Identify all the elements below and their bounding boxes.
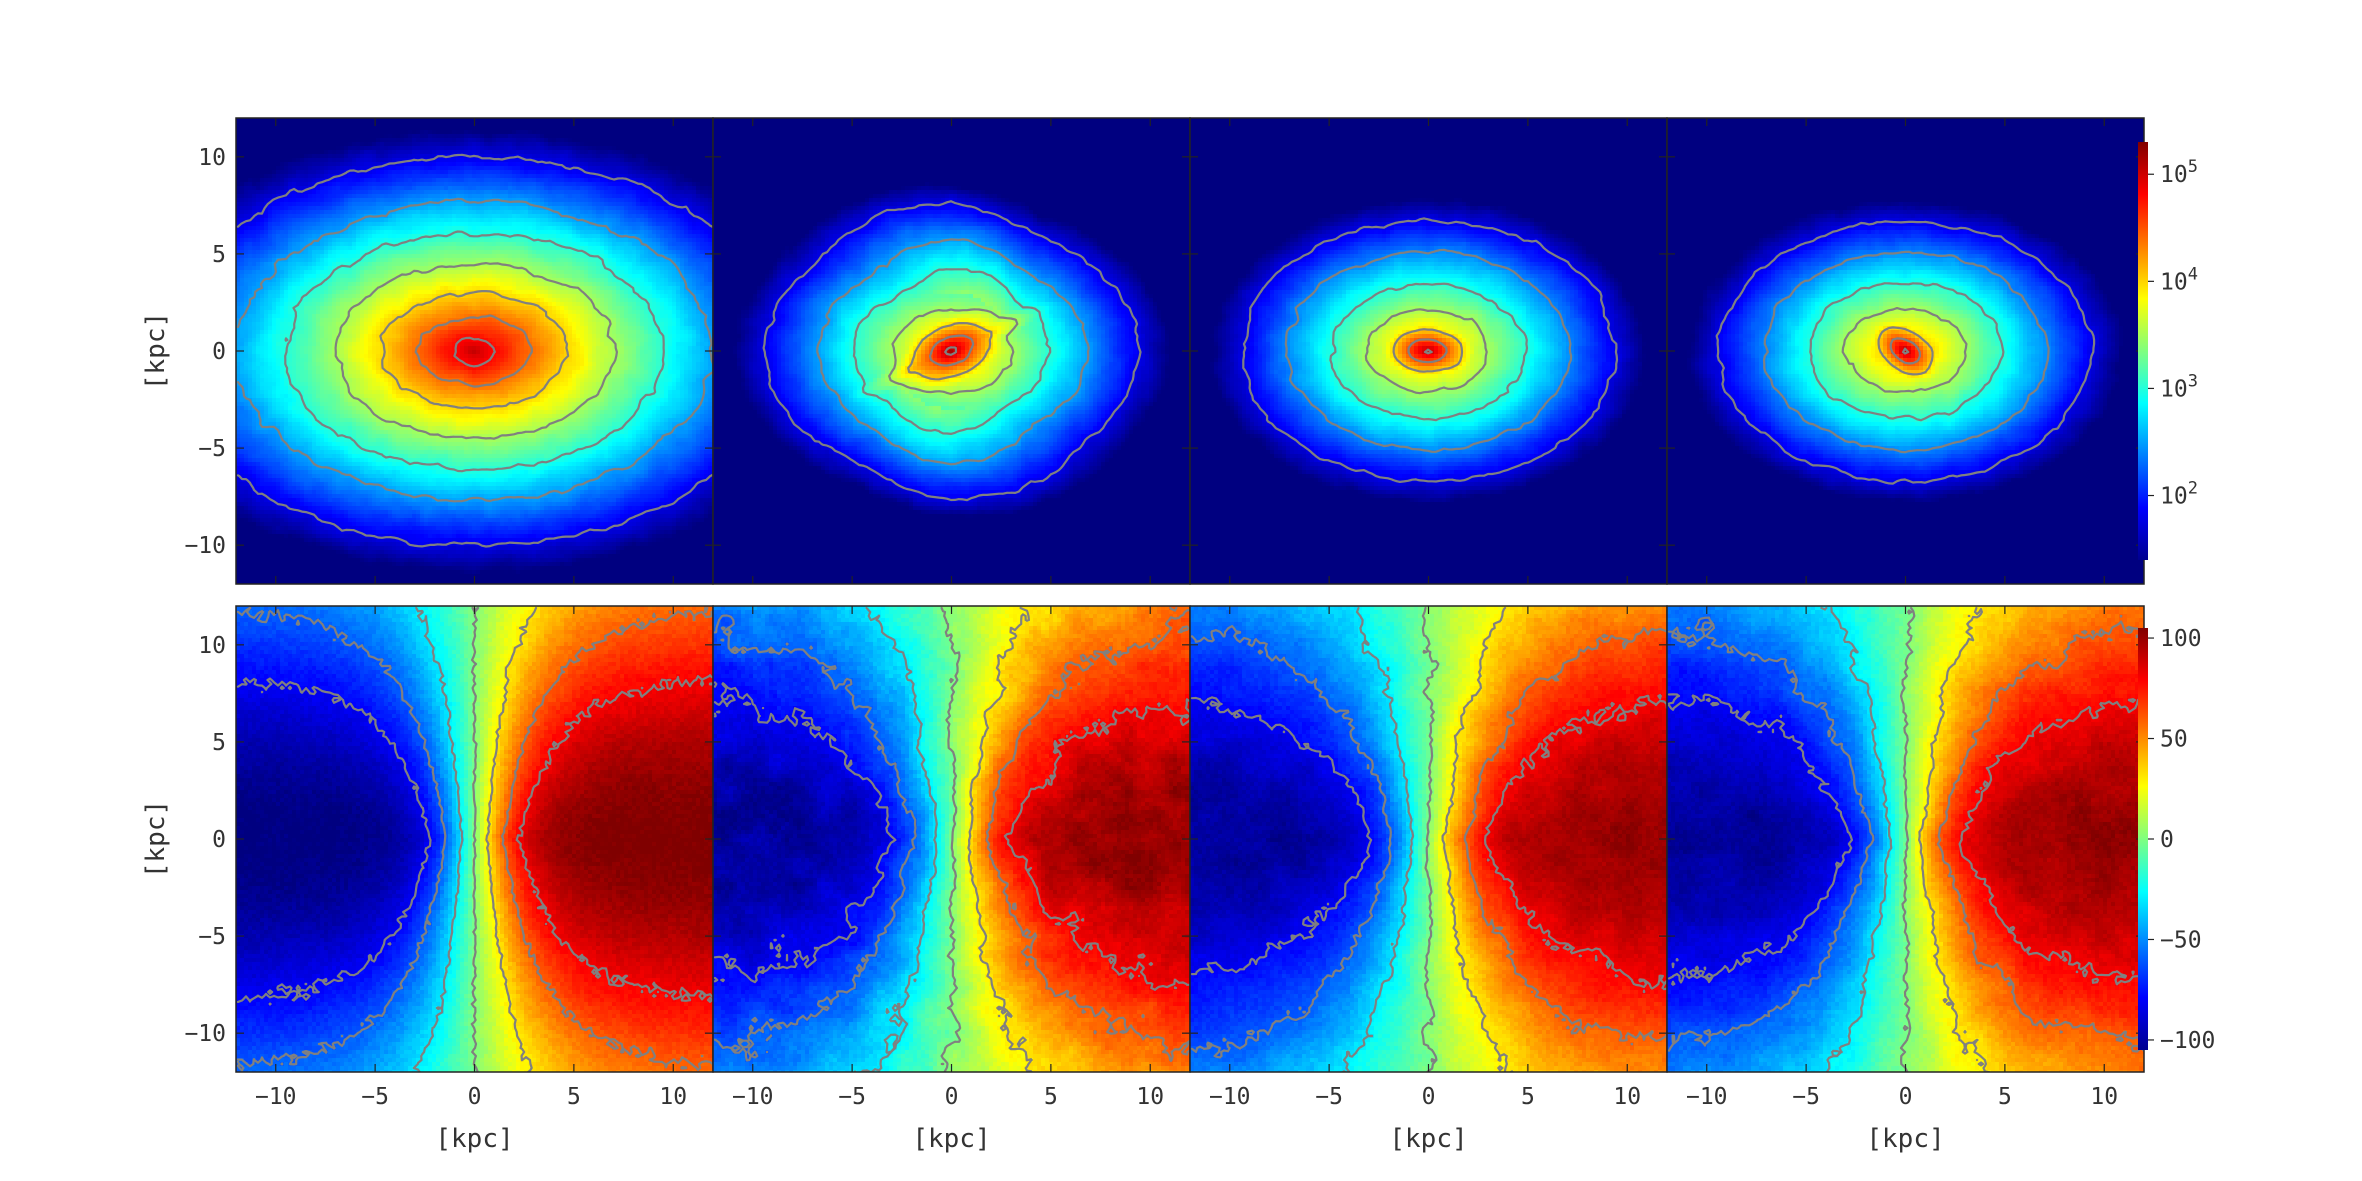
x-tick-label: 5: [1998, 1084, 2012, 1110]
y-tick-label: 0: [212, 339, 226, 365]
heatmap: [1667, 118, 2148, 587]
colorbars: 102 103 104 105 −100 −50 0 50 100: [2138, 142, 2215, 1054]
x-axis-label: [kpc]: [435, 1124, 513, 1154]
y-tick-label: 5: [212, 730, 226, 756]
y-tick-label: 0: [212, 827, 226, 853]
panel-r2-c2: [713, 606, 1195, 1076]
panel-r2-c4: [1667, 606, 2149, 1076]
colorbar-tick-label: 50: [2160, 727, 2188, 753]
x-tick-label: 10: [1613, 1084, 1641, 1110]
x-axis-label: [kpc]: [1866, 1124, 1944, 1154]
x-tick-label: −5: [838, 1084, 866, 1110]
x-tick-label: −5: [1792, 1084, 1820, 1110]
panel-r2-c1: [236, 606, 718, 1076]
y-tick-label: −10: [184, 1021, 226, 1047]
heatmap: [1190, 606, 1672, 1076]
x-tick-label: 5: [1044, 1084, 1058, 1110]
heatmap: [713, 118, 1194, 587]
y-tick-label: 5: [212, 242, 226, 268]
panel-r1-c1: [236, 118, 718, 587]
x-tick-label: 5: [1521, 1084, 1535, 1110]
x-tick-label: 5: [567, 1084, 581, 1110]
colorbar-row-1: 102 103 104 105: [2138, 142, 2198, 560]
heatmap: [713, 606, 1195, 1076]
x-tick-label: 10: [1136, 1084, 1164, 1110]
y-axis-label: [kpc]: [141, 312, 171, 390]
colorbar-tick-label: 103: [2160, 371, 2198, 402]
panel-r2-c3: [1190, 606, 1672, 1076]
colorbar-tick-label: 102: [2160, 479, 2198, 510]
colorbar-tick-label: 0: [2160, 827, 2174, 853]
x-tick-label: 0: [1899, 1084, 1913, 1110]
y-tick-label: −10: [184, 533, 226, 559]
y-tick-label: 10: [198, 145, 226, 171]
colorbar-tick-label: 105: [2160, 157, 2198, 188]
x-tick-label: 10: [2090, 1084, 2118, 1110]
panel-r1-c2: [713, 118, 1194, 587]
panel-r1-c3: [1190, 118, 1671, 587]
x-tick-label: 0: [1422, 1084, 1436, 1110]
heatmap: [236, 606, 718, 1076]
heatmap: [236, 118, 718, 587]
x-axis-label: [kpc]: [912, 1124, 990, 1154]
y-tick-label: −5: [198, 436, 226, 462]
colorbar-tick-label: 104: [2160, 264, 2198, 295]
x-tick-label: 10: [659, 1084, 687, 1110]
x-tick-label: −10: [1686, 1084, 1728, 1110]
colorbar-tick-label: −100: [2160, 1028, 2215, 1054]
x-tick-label: −5: [1315, 1084, 1343, 1110]
x-tick-label: −10: [255, 1084, 297, 1110]
colorbar-gradient: [2138, 142, 2148, 560]
heatmap: [1190, 118, 1671, 587]
panel-r1-c4: [1667, 118, 2148, 587]
x-tick-label: −10: [732, 1084, 774, 1110]
panels-layer: [236, 118, 2149, 1076]
x-tick-label: 0: [468, 1084, 482, 1110]
x-tick-label: −5: [361, 1084, 389, 1110]
y-axis-label: [kpc]: [141, 800, 171, 878]
colorbar-tick-label: −50: [2160, 927, 2202, 953]
y-tick-label: −5: [198, 924, 226, 950]
x-axis-label: [kpc]: [1389, 1124, 1467, 1154]
colorbar-gradient: [2138, 628, 2148, 1050]
y-tick-label: 10: [198, 633, 226, 659]
heatmap: [1667, 606, 2149, 1076]
x-tick-label: −10: [1209, 1084, 1251, 1110]
colorbar-tick-label: 100: [2160, 626, 2202, 652]
x-tick-label: 0: [945, 1084, 959, 1110]
colorbar-row-2: −100 −50 0 50 100: [2138, 626, 2215, 1054]
